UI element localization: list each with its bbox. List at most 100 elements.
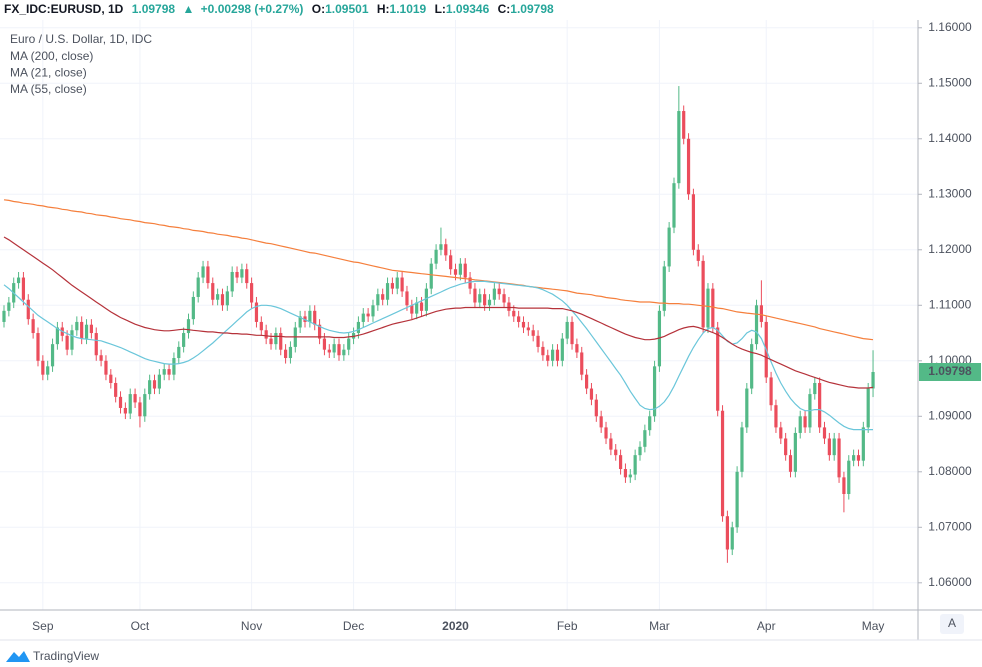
y-tick-label: 1.16000 [928, 20, 972, 34]
logo-icon [6, 651, 30, 662]
x-tick-label: Feb [557, 619, 578, 633]
x-tick-label: 2020 [442, 619, 469, 633]
candle-body [439, 244, 443, 250]
brand[interactable]: TradingView [33, 649, 99, 663]
candle-body [250, 283, 254, 303]
candle-body [866, 388, 870, 428]
candle-body [376, 294, 380, 306]
candle-body [788, 455, 793, 472]
candle-body [774, 405, 778, 428]
candle-body [701, 260, 705, 328]
candle-body [682, 111, 686, 139]
candle-body [686, 138, 691, 195]
auto-scale-button[interactable] [940, 614, 964, 634]
candle-body [70, 330, 74, 350]
candle-body [269, 338, 273, 345]
candle-body [220, 294, 225, 306]
candle-body [143, 394, 147, 417]
candle-body [633, 455, 637, 475]
candle-body [696, 249, 700, 261]
candle-body [46, 366, 50, 375]
x-tick-label: Dec [343, 619, 364, 633]
candle-body [7, 302, 11, 311]
candle-body [36, 333, 40, 361]
y-tick-label: 1.08000 [928, 464, 972, 478]
candle-body [254, 302, 259, 322]
candle-body [623, 469, 628, 478]
candle-body [298, 316, 302, 328]
y-tick-label: 1.06000 [928, 575, 972, 589]
candle-body [259, 321, 263, 331]
candle-body [415, 302, 419, 314]
candle-body [652, 366, 657, 417]
candle-body [16, 277, 21, 284]
candle-body [41, 360, 45, 375]
candle-body [468, 277, 472, 289]
candle-body [483, 294, 487, 306]
candle-body [89, 324, 93, 334]
candle-body [706, 288, 710, 328]
candle-body [822, 427, 827, 439]
candle-body [453, 269, 458, 275]
candle-body [405, 291, 409, 306]
legend-entry: MA (200, close) [10, 49, 93, 63]
candle-body [531, 330, 535, 336]
candle-body [667, 227, 671, 267]
candle-body [167, 369, 171, 375]
legend-entry: MA (55, close) [10, 82, 87, 96]
candle-body [162, 369, 166, 375]
candle-body [852, 455, 856, 461]
candle-body [536, 335, 540, 347]
candle-body [109, 374, 113, 383]
candle-body [75, 321, 79, 331]
auto-scale-label[interactable]: A [948, 616, 956, 630]
candle-body [740, 427, 744, 472]
candle-body [21, 277, 26, 300]
candle-body [842, 477, 846, 494]
candle-body [206, 266, 210, 284]
candle-body [123, 407, 127, 414]
candle-body [512, 310, 516, 317]
candle-body [560, 338, 564, 361]
candle-body [677, 111, 681, 184]
c-label: C: [498, 2, 511, 16]
candle-body [99, 355, 103, 361]
candle-body [546, 355, 550, 361]
candle-body [507, 302, 511, 311]
arrow: ▲ [182, 2, 194, 16]
candle-body [434, 249, 438, 264]
moving-average-line [3, 236, 874, 389]
candle-body [429, 263, 433, 289]
candle-body [342, 349, 346, 356]
candle-body [599, 416, 603, 428]
candle-body [128, 394, 132, 414]
candle-body [798, 416, 802, 433]
candle-body [779, 427, 783, 439]
candle-body [526, 327, 530, 331]
y-tick-label: 1.12000 [928, 242, 972, 256]
header: FX_IDC:EURUSD, 1D 1.09798 ▲ +0.00298 (+0… [4, 2, 554, 16]
candle-body [148, 380, 152, 395]
o-value: 1.09501 [325, 2, 369, 16]
candle-body [152, 380, 157, 389]
candle-body [114, 382, 118, 397]
candle-body [133, 394, 137, 403]
candle-body [580, 352, 584, 375]
y-tick-label: 1.14000 [928, 131, 972, 145]
last-price-label: 1.09798 [928, 364, 972, 378]
candle-body [235, 271, 239, 278]
h-value: 1.1019 [390, 2, 427, 16]
candle-body [754, 305, 759, 345]
candle-body [575, 344, 579, 353]
candle-body [497, 288, 501, 295]
candle-body [818, 382, 822, 428]
candle-body [65, 335, 69, 350]
candle-body [356, 321, 361, 334]
l-value: 1.09346 [446, 2, 490, 16]
candle-body [80, 321, 84, 339]
candle-body [730, 527, 734, 550]
candle-body [322, 338, 327, 350]
candle-body [288, 346, 293, 359]
